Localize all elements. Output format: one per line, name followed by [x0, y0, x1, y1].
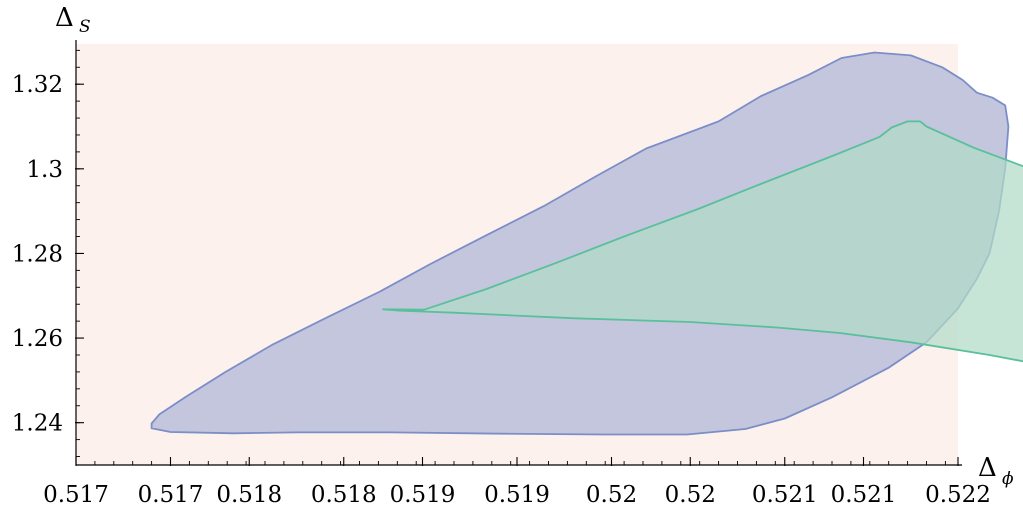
x-axis: 0.517 0.517 0.518 0.518 0.519 0.519 0.52 0.52 0.… [43, 457, 991, 508]
x-tick-label: 0.519 [390, 482, 456, 508]
y-tick-label: 1.28 [12, 241, 63, 267]
x-tick-label: 0.52 [665, 482, 716, 508]
x-tick-label: 0.521 [752, 482, 818, 508]
x-tick-label: 0.517 [43, 482, 109, 508]
x-tick-label: 0.521 [831, 482, 897, 508]
y-axis-title-sub: S [79, 17, 91, 37]
x-tick-label: 0.522 [925, 482, 991, 508]
x-tick-label: 0.519 [484, 482, 550, 508]
y-tick-label: 1.26 [12, 326, 63, 352]
x-axis-title-sub: ϕ [1002, 469, 1014, 489]
region-1 [150, 51, 1010, 436]
x-tick-label: 0.518 [216, 482, 282, 508]
x-tick-label: 0.518 [311, 482, 377, 508]
y-axis: 1.24 1.26 1.28 1.3 1.32 [12, 40, 84, 465]
x-tick-label: 0.517 [138, 482, 204, 508]
y-tick-label: 1.3 [26, 157, 63, 183]
series-layer [150, 51, 1023, 436]
x-tick-label: 0.52 [586, 482, 637, 508]
region-2 [382, 120, 1023, 363]
x-axis-title-main: Δ [978, 453, 997, 483]
y-tick-label: 1.24 [12, 411, 63, 437]
y-axis-title-main: Δ [55, 3, 74, 33]
y-tick-label: 1.32 [12, 72, 63, 98]
